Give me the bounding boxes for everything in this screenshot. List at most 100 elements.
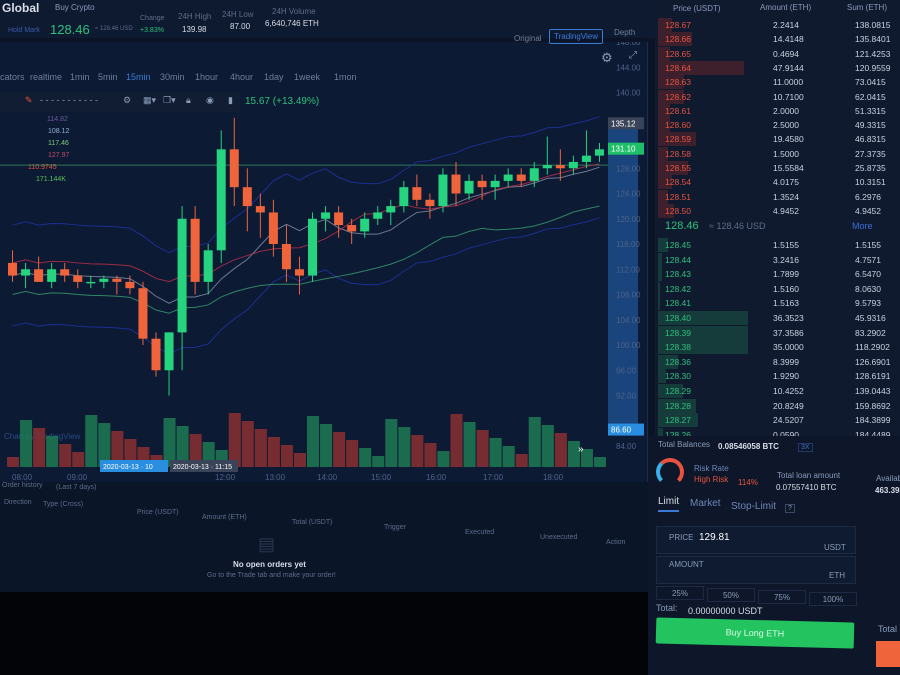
asks-row[interactable]: 128.51 1.3524 6.2976 — [655, 189, 900, 204]
timeframe-1min[interactable]: 1min — [70, 72, 90, 82]
amount: 1.5155 — [773, 240, 799, 250]
price-label-bg — [608, 117, 644, 130]
buy-long-button[interactable]: Buy Long ETH — [655, 617, 855, 649]
bids-row[interactable]: 128.43 1.7899 6.5470 — [655, 267, 900, 282]
line-style-icon[interactable]: - - - - - - - - - - - — [40, 95, 98, 105]
timeframe-4hour[interactable]: 4hour — [230, 72, 254, 82]
asks-row[interactable]: 128.59 19.4580 46.8315 — [655, 132, 900, 147]
bids-row[interactable]: 128.44 3.2416 4.7571 — [655, 252, 900, 267]
bids-row[interactable]: 128.40 36.3523 45.9316 — [655, 311, 900, 325]
help-icon[interactable]: ? — [785, 504, 795, 513]
price: 128.29 — [665, 386, 691, 396]
timeframe-5min[interactable]: 5min — [98, 72, 118, 82]
available-value: 463.398 — [875, 486, 900, 495]
amount: 1.9290 — [773, 371, 799, 382]
percent-button-50%[interactable]: 50% — [707, 588, 755, 602]
indicator-value: 110.9745 — [28, 164, 57, 171]
eye-icon[interactable]: ◉ — [206, 95, 214, 105]
price-input[interactable]: PRICE 129.81 USDT — [656, 526, 856, 554]
price-label-bg — [608, 142, 644, 155]
amount-input[interactable]: AMOUNT ETH — [656, 556, 856, 584]
percent-button-75%[interactable]: 75% — [758, 590, 806, 604]
amount: 36.3523 — [773, 313, 804, 323]
bids-row[interactable]: 128.38 35.0000 118.2902 — [655, 340, 900, 355]
tab-order-history[interactable]: Order history — [2, 482, 43, 489]
sell-short-button[interactable] — [876, 641, 900, 667]
tab-stop-limit[interactable]: Stop-Limit — [731, 501, 777, 512]
bids-row[interactable]: 128.27 24.5207 184.3899 — [655, 413, 900, 428]
low-value: 87.00 — [230, 22, 251, 31]
tab-limit[interactable]: Limit — [658, 496, 680, 512]
timeframe-cators[interactable]: cators — [0, 72, 25, 82]
volume-bar — [359, 448, 372, 467]
buy-crypto-link[interactable]: Buy Crypto — [55, 3, 95, 12]
column-header: Type (Cross) — [43, 501, 84, 508]
volume-bar — [489, 438, 502, 467]
asks-row[interactable]: 128.55 15.5584 25.8735 — [655, 161, 900, 175]
indicator-line — [12, 217, 600, 355]
timeframe-1day[interactable]: 1day — [264, 72, 284, 82]
lock-icon[interactable]: 🔒︎ — [186, 95, 191, 105]
chart-panel[interactable]: Original TradingView Depth ⚙ ⤢ cators rea… — [0, 28, 648, 482]
timeframe-realtime[interactable]: realtime — [30, 72, 63, 82]
timeframe-30min[interactable]: 30min — [160, 72, 185, 82]
leverage-badge[interactable]: 3X — [798, 443, 813, 452]
template-icon[interactable]: ▦▾ — [143, 95, 157, 105]
bids-row[interactable]: 128.29 10.4252 139.0443 — [655, 384, 900, 398]
candlestick-chart[interactable]: 148.00 144.00 140.00 128.00 124.00 120.00 116.… — [0, 42, 648, 482]
bids-row[interactable]: 128.42 1.5160 8.0630 — [655, 281, 900, 296]
gear-icon[interactable]: ⚙ — [123, 95, 132, 105]
asks-row[interactable]: 128.64 47.9144 120.9559 — [655, 60, 900, 75]
tab-market[interactable]: Market — [690, 498, 721, 509]
amount: 3.2416 — [773, 254, 799, 265]
asks-row[interactable]: 128.62 10.7100 62.0415 — [655, 89, 900, 104]
timeframe-1week[interactable]: 1week — [294, 72, 321, 82]
available-label: Availabl — [876, 474, 900, 483]
percent-button-25%[interactable]: 25% — [656, 586, 704, 600]
crosshair-label: 2020-03-13 · 11:15 — [173, 464, 232, 471]
price: 128.54 — [665, 177, 691, 188]
asks-row[interactable]: 128.61 2.0000 51.3315 — [655, 103, 900, 118]
asks-row[interactable]: 128.67 2.2414 138.0815 — [655, 18, 900, 32]
tab-depth[interactable]: Depth — [614, 28, 636, 37]
fullscreen-icon[interactable]: ⤢ — [629, 50, 637, 61]
percent-button-100%[interactable]: 100% — [809, 592, 857, 606]
asks-row[interactable]: 128.63 11.0000 73.0415 — [655, 75, 900, 90]
settings-icon[interactable]: ⚙ — [601, 50, 613, 65]
bids-row[interactable]: 128.26 0.0590 184.4489 — [655, 427, 900, 442]
bids-row[interactable]: 128.41 1.5163 9.5793 — [655, 296, 900, 311]
candle-body — [229, 149, 239, 188]
timeframe-15min[interactable]: 15min — [126, 72, 151, 82]
asks-row[interactable]: 128.60 2.5000 49.3315 — [655, 118, 900, 133]
asks-row[interactable]: 128.50 4.9452 4.9452 — [655, 203, 900, 218]
bids-row[interactable]: 128.45 1.5155 1.5155 — [655, 238, 900, 252]
market-link[interactable]: Hold Mark — [8, 27, 40, 34]
bids-row[interactable]: 128.36 8.3999 126.6901 — [655, 354, 900, 369]
candle-body — [425, 199, 435, 207]
sum: 118.2902 — [855, 342, 890, 353]
tab-original[interactable]: Original — [514, 34, 542, 43]
pencil-icon[interactable]: ✎ — [25, 95, 33, 105]
bids-row[interactable]: 128.28 20.8249 159.8692 — [655, 398, 900, 413]
trash-icon[interactable]: ▮ — [228, 95, 233, 105]
candle-body — [412, 187, 422, 200]
more-link[interactable]: More — [852, 221, 873, 231]
asks-row[interactable]: 128.58 1.5000 27.3735 — [655, 146, 900, 161]
timeframe-1mon[interactable]: 1mon — [334, 72, 357, 82]
candle-body — [21, 269, 31, 276]
sum: 135.8401 — [855, 34, 891, 45]
asks-row[interactable]: 128.65 0.4694 121.4253 — [655, 46, 900, 61]
depth-bar — [658, 103, 670, 118]
volume-bar — [567, 441, 580, 467]
price: 128.44 — [665, 254, 691, 265]
sum: 1.5155 — [855, 240, 881, 250]
timeframe-1hour[interactable]: 1hour — [195, 72, 219, 82]
tab-tradingview[interactable]: TradingView — [549, 29, 604, 44]
asks-row[interactable]: 128.54 4.0175 10.3151 — [655, 175, 900, 190]
asks-row[interactable]: 128.66 14.4148 135.8401 — [655, 32, 900, 47]
candle-body — [268, 212, 278, 244]
copy-icon[interactable]: ❐▾ — [163, 95, 176, 105]
depth-bar — [658, 60, 744, 75]
bids-row[interactable]: 128.30 1.9290 128.6191 — [655, 369, 900, 384]
bids-row[interactable]: 128.39 37.3586 83.2902 — [655, 325, 900, 340]
